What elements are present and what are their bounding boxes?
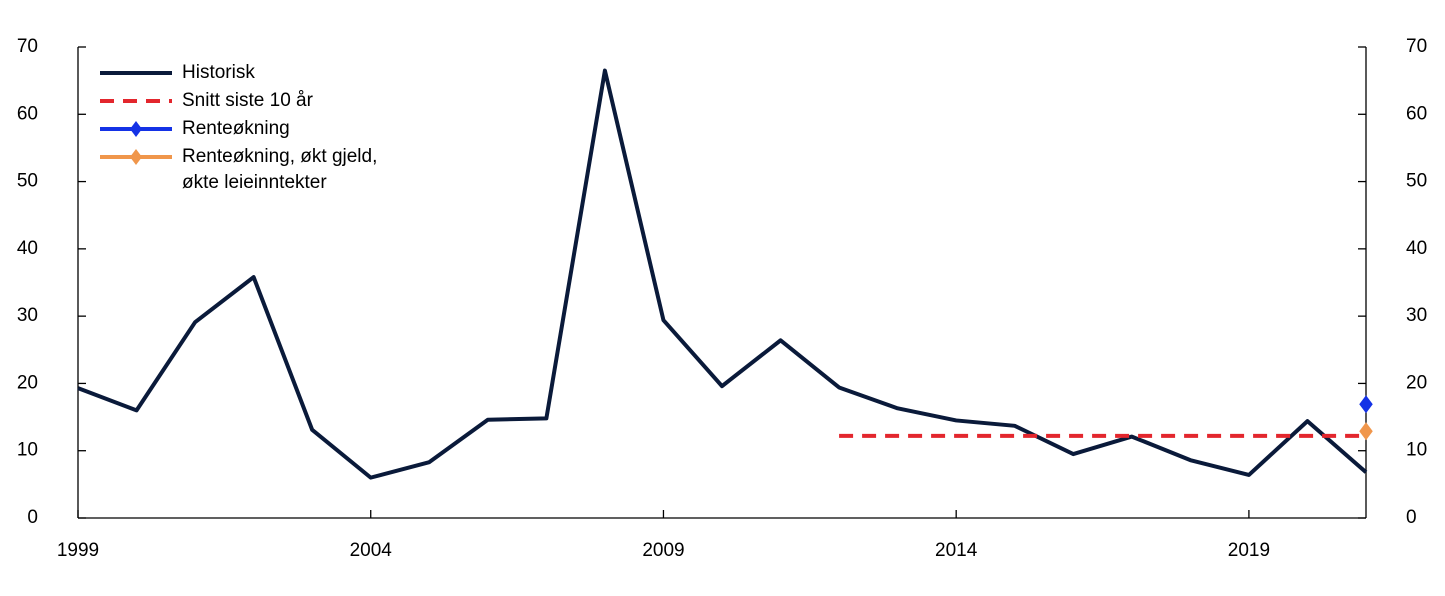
y2-tick-label: 10 [1406, 440, 1427, 461]
x-tick-label: 2004 [350, 540, 393, 561]
x-tick-label: 2014 [935, 540, 978, 561]
y2-tick-label: 0 [1406, 507, 1417, 528]
legend-swatch [100, 71, 172, 75]
legend-label: Snitt siste 10 år [182, 90, 313, 111]
y-tick-label: 40 [17, 238, 38, 259]
y-tick-label: 50 [17, 171, 38, 192]
y-tick-label: 20 [17, 372, 38, 393]
diamond-marker [1359, 395, 1373, 414]
legend-item: Historisk [100, 60, 402, 86]
legend-label: Renteøkning, økt gjeld, økte leieinntekt… [182, 146, 378, 193]
x-tick-label: 2019 [1228, 540, 1270, 561]
series-line [77, 68, 1368, 480]
x-tick-label: 2009 [642, 540, 684, 561]
y2-tick-label: 50 [1406, 171, 1427, 192]
y2-tick-label: 20 [1406, 372, 1427, 393]
diamond-marker [1359, 422, 1373, 441]
legend-label: Renteøkning [182, 118, 290, 139]
legend-item: Renteøkning [100, 116, 402, 142]
y-tick-label: 60 [17, 103, 38, 124]
legend-swatch [100, 149, 172, 165]
y2-tick-label: 70 [1406, 36, 1427, 57]
y-tick-label: 10 [17, 440, 38, 461]
legend-label: Historisk [182, 62, 255, 83]
legend: Historisk Snitt siste 10 år Renteøkning Ren… [100, 60, 402, 198]
x-tick-label: 1999 [57, 540, 99, 561]
legend-item: Renteøkning, økt gjeld, økte leieinntekt… [100, 144, 402, 196]
legend-swatch [100, 99, 172, 103]
legend-marker [130, 149, 142, 165]
y-tick-label: 70 [17, 36, 38, 57]
y2-tick-label: 60 [1406, 103, 1427, 124]
y2-tick-label: 30 [1406, 305, 1427, 326]
legend-swatch [100, 121, 172, 137]
legend-marker [130, 121, 142, 137]
legend-item: Snitt siste 10 år [100, 88, 402, 114]
y-tick-label: 0 [27, 507, 38, 528]
y2-tick-label: 40 [1406, 238, 1427, 259]
y-tick-label: 30 [17, 305, 38, 326]
